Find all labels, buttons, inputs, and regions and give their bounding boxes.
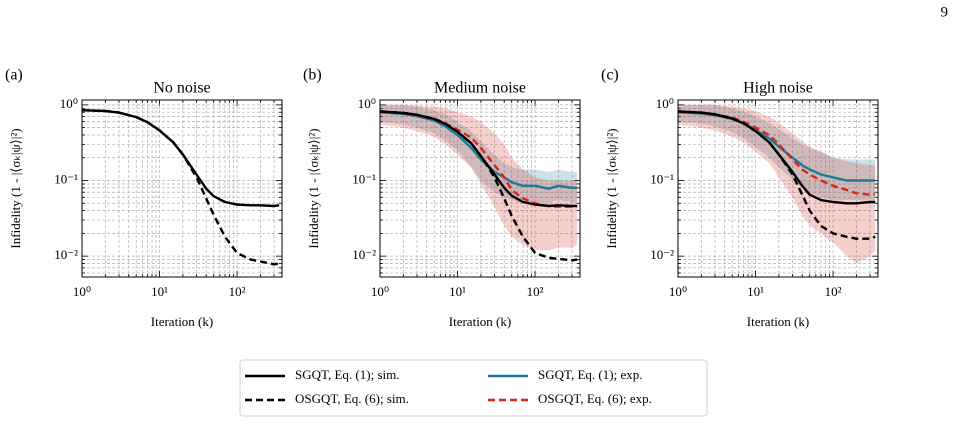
- x-tick-label: 10¹: [151, 284, 168, 299]
- y-tick-label: 10⁻¹: [352, 171, 376, 186]
- y-tick-label: 10⁰: [358, 96, 376, 111]
- y-axis-label: Infidelity (1 - |⟨σₖ|ψ⟩|²): [604, 128, 619, 248]
- series-line: [380, 111, 578, 190]
- x-tick-label: 10¹: [449, 284, 466, 299]
- y-tick-label: 10⁰: [656, 96, 674, 111]
- legend-label: SGQT, Eq. (1); sim.: [295, 367, 399, 382]
- plot-area: [82, 109, 280, 266]
- axes-frame: [81, 99, 283, 278]
- panel-label: (b): [303, 67, 322, 84]
- legend-label: OSGQT, Eq. (6); exp.: [538, 391, 652, 406]
- x-tick-label: 10¹: [747, 284, 764, 299]
- panel-title: Medium noise: [434, 80, 526, 97]
- x-axis-label: Iteration (k): [151, 314, 213, 329]
- series-line: [678, 110, 876, 240]
- error-band: [380, 104, 578, 251]
- panel-label: (c): [601, 67, 619, 84]
- legend-label: OSGQT, Eq. (6); sim.: [295, 391, 409, 406]
- x-tick-label: 10²: [229, 284, 246, 299]
- x-tick-label: 10²: [825, 284, 842, 299]
- y-tick-label: 10⁻¹: [54, 171, 78, 186]
- error-band: [678, 104, 876, 264]
- series-line: [82, 109, 280, 266]
- x-tick-label: 10²: [527, 284, 544, 299]
- legend-label: SGQT, Eq. (1); exp.: [538, 367, 642, 382]
- y-axis-label: Infidelity (1 - |⟨σₖ|ψ⟩|²): [8, 128, 23, 248]
- page-number: 9: [941, 4, 949, 20]
- axes-frame: [677, 99, 879, 278]
- y-tick-label: 10⁻²: [54, 247, 78, 262]
- axes-frame: [379, 99, 581, 278]
- series-line: [380, 110, 578, 262]
- x-tick-label: 10⁰: [669, 284, 687, 299]
- legend-box: [239, 359, 708, 417]
- y-axis-label: Infidelity (1 - |⟨σₖ|ψ⟩|²): [306, 128, 321, 248]
- panel-title: No noise: [153, 80, 210, 97]
- y-tick-label: 10⁰: [60, 96, 78, 111]
- x-axis-label: Iteration (k): [449, 314, 511, 329]
- x-axis-label: Iteration (k): [747, 314, 809, 329]
- y-tick-label: 10⁻²: [352, 247, 376, 262]
- plot-area: [678, 104, 876, 264]
- plot-area: [380, 104, 578, 262]
- y-tick-label: 10⁻²: [650, 247, 674, 262]
- x-tick-label: 10⁰: [371, 284, 389, 299]
- panel-label: (a): [5, 67, 23, 84]
- y-tick-label: 10⁻¹: [650, 171, 674, 186]
- panel-title: High noise: [743, 80, 813, 97]
- series-line: [82, 109, 280, 208]
- x-tick-label: 10⁰: [73, 284, 91, 299]
